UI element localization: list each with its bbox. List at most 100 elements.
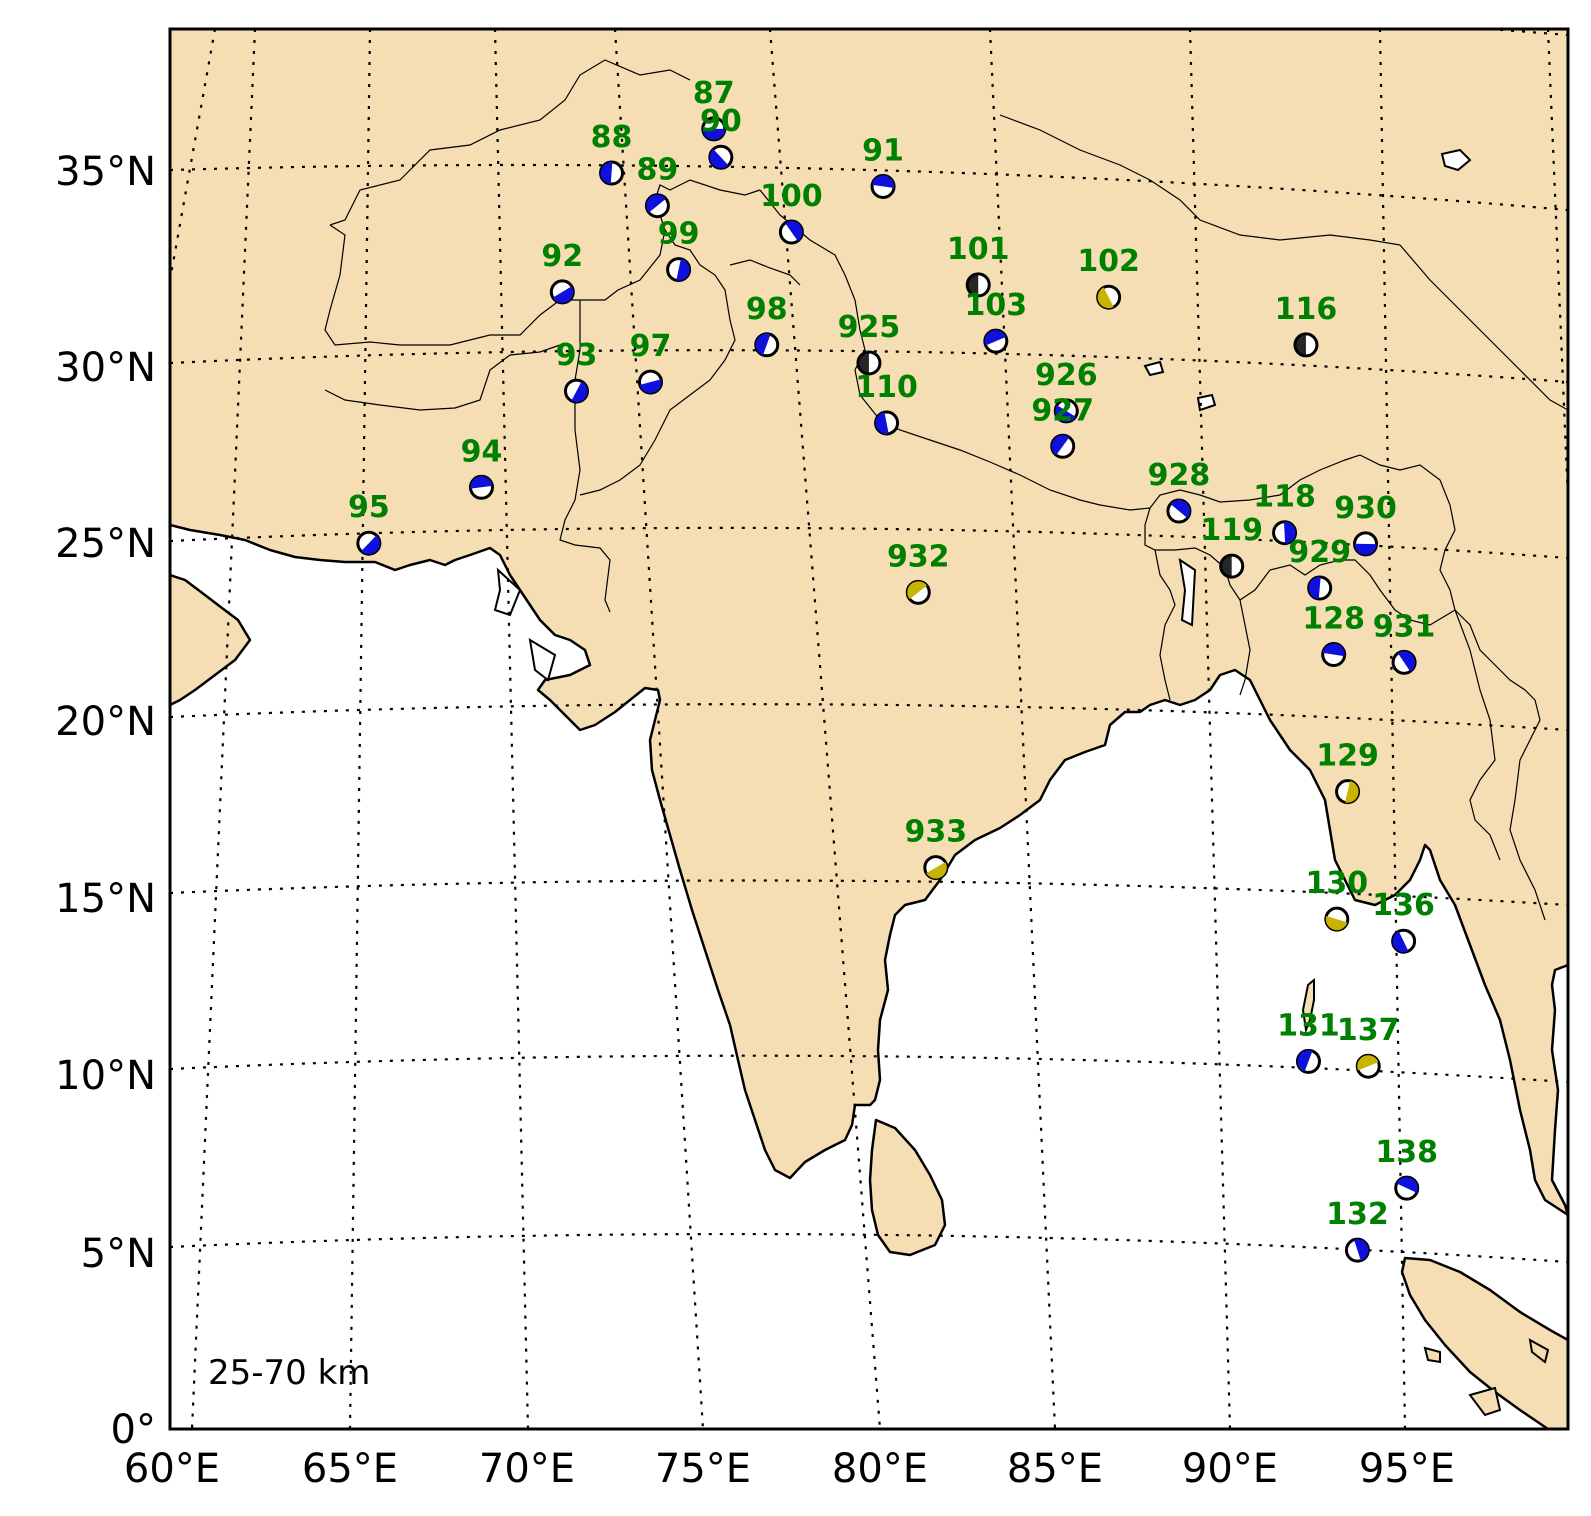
land-nicobar bbox=[1423, 1346, 1441, 1364]
event-marker-129[interactable]: 129 bbox=[1316, 739, 1379, 805]
event-label: 101 bbox=[947, 232, 1010, 267]
event-label: 927 bbox=[1031, 393, 1094, 428]
beachball-quadrant bbox=[872, 175, 895, 188]
event-marker-933[interactable]: 933 bbox=[904, 815, 967, 881]
beachball-quadrant bbox=[1170, 500, 1190, 519]
event-marker-87[interactable]: 87 bbox=[693, 76, 735, 142]
land-arabia bbox=[170, 573, 252, 707]
event-marker-110[interactable]: 110 bbox=[855, 370, 918, 436]
beachball-quadrant bbox=[639, 379, 662, 394]
event-label: 138 bbox=[1375, 1135, 1438, 1170]
event-label: 87 bbox=[693, 76, 735, 111]
land-mainland bbox=[170, 29, 1568, 1217]
beachball-quadrant bbox=[1354, 1239, 1369, 1261]
depth-note: 25-70 km bbox=[208, 1353, 370, 1393]
lat-tick: 0° bbox=[111, 1407, 156, 1453]
beachball-quadrant bbox=[1055, 405, 1076, 422]
beachball-quadrant bbox=[875, 412, 889, 434]
beachball-quadrant bbox=[1325, 915, 1348, 931]
event-marker-101[interactable]: 101 bbox=[947, 232, 1010, 298]
event-marker-103[interactable]: 103 bbox=[965, 288, 1028, 354]
event-label: 110 bbox=[855, 370, 918, 405]
event-label: 131 bbox=[1277, 1008, 1340, 1043]
beachball-quadrant bbox=[1357, 1055, 1379, 1071]
beachball-quadrant bbox=[676, 258, 690, 281]
event-label: 930 bbox=[1334, 491, 1397, 526]
event-marker-929[interactable]: 929 bbox=[1288, 535, 1351, 601]
event-marker-119[interactable]: 119 bbox=[1200, 513, 1263, 579]
beachball-quadrant bbox=[571, 381, 588, 403]
lon-tick: 75°E bbox=[655, 1446, 751, 1492]
event-label: 90 bbox=[700, 104, 742, 139]
event-label: 93 bbox=[556, 338, 598, 373]
beachball-quadrant bbox=[1354, 543, 1377, 555]
land-island-se bbox=[1468, 1386, 1502, 1417]
event-marker-98[interactable]: 98 bbox=[746, 292, 788, 358]
event-label: 97 bbox=[630, 329, 672, 364]
lon-tick: 60°E bbox=[124, 1446, 220, 1492]
beachball-quadrant bbox=[1397, 651, 1416, 672]
lat-tick: 30°N bbox=[55, 345, 156, 391]
event-label: 100 bbox=[760, 179, 823, 214]
event-label: 925 bbox=[838, 310, 901, 345]
lon-tick: 70°E bbox=[479, 1446, 575, 1492]
event-marker-931[interactable]: 931 bbox=[1373, 609, 1436, 675]
event-marker-137[interactable]: 137 bbox=[1337, 1013, 1400, 1079]
event-label: 102 bbox=[1077, 244, 1140, 279]
sundarbans-inlet bbox=[1178, 557, 1197, 627]
event-label: 89 bbox=[637, 153, 679, 188]
event-marker-932[interactable]: 932 bbox=[887, 539, 950, 605]
event-label: 928 bbox=[1148, 458, 1211, 493]
land-andaman bbox=[1301, 977, 1315, 1034]
event-marker-90[interactable]: 90 bbox=[700, 104, 742, 170]
event-marker-89[interactable]: 89 bbox=[637, 153, 679, 219]
event-label: 926 bbox=[1035, 358, 1098, 393]
event-marker-94[interactable]: 94 bbox=[461, 434, 503, 500]
land-sumatra bbox=[1400, 1256, 1568, 1429]
beachball-quadrant bbox=[1051, 435, 1070, 456]
event-marker-91[interactable]: 91 bbox=[862, 133, 904, 199]
lake-2 bbox=[1143, 360, 1165, 377]
lon-tick: 90°E bbox=[1182, 1446, 1278, 1492]
lon-tick: 95°E bbox=[1359, 1446, 1455, 1492]
lat-tick: 25°N bbox=[55, 521, 156, 567]
beachball-quadrant bbox=[857, 351, 869, 374]
beachball-quadrant bbox=[785, 221, 803, 242]
event-marker-92[interactable]: 92 bbox=[541, 239, 583, 305]
event-marker-925[interactable]: 925 bbox=[838, 310, 901, 376]
event-marker-97[interactable]: 97 bbox=[630, 329, 672, 395]
event-marker-99[interactable]: 99 bbox=[658, 217, 700, 283]
event-marker-88[interactable]: 88 bbox=[591, 120, 633, 186]
lat-tick: 10°N bbox=[55, 1053, 156, 1099]
event-label: 130 bbox=[1306, 866, 1369, 901]
event-marker-926[interactable]: 926 bbox=[1035, 358, 1098, 424]
beachball-quadrant bbox=[709, 149, 729, 169]
event-marker-102[interactable]: 102 bbox=[1077, 244, 1140, 310]
event-marker-928[interactable]: 928 bbox=[1148, 458, 1211, 524]
lat-tick-labels: 0° 5°N 10°N 15°N 20°N 25°N 30°N 35°N bbox=[55, 149, 156, 1453]
lat-tick: 20°N bbox=[55, 699, 156, 745]
event-marker-118[interactable]: 118 bbox=[1253, 480, 1316, 546]
lat-tick: 15°N bbox=[55, 876, 156, 922]
event-marker-930[interactable]: 930 bbox=[1334, 491, 1397, 557]
event-label: 95 bbox=[348, 490, 390, 525]
beachball-quadrant bbox=[907, 581, 927, 600]
event-label: 92 bbox=[541, 239, 583, 274]
event-marker-130[interactable]: 130 bbox=[1306, 866, 1369, 932]
beachball-quadrant bbox=[1345, 780, 1359, 803]
event-marker-128[interactable]: 128 bbox=[1302, 602, 1365, 668]
event-marker-100[interactable]: 100 bbox=[760, 179, 823, 245]
event-label: 99 bbox=[658, 217, 700, 252]
map-frame bbox=[168, 27, 1570, 1431]
beachball-quadrant bbox=[1097, 287, 1114, 309]
event-marker-138[interactable]: 138 bbox=[1375, 1135, 1438, 1201]
event-marker-93[interactable]: 93 bbox=[556, 338, 598, 404]
event-marker-131[interactable]: 131 bbox=[1277, 1008, 1340, 1074]
event-marker-95[interactable]: 95 bbox=[348, 490, 390, 556]
event-marker-927[interactable]: 927 bbox=[1031, 393, 1094, 459]
beachball-quadrant bbox=[1294, 333, 1306, 356]
event-marker-136[interactable]: 136 bbox=[1372, 888, 1435, 954]
event-marker-116[interactable]: 116 bbox=[1275, 292, 1338, 358]
event-marker-132[interactable]: 132 bbox=[1326, 1197, 1389, 1263]
